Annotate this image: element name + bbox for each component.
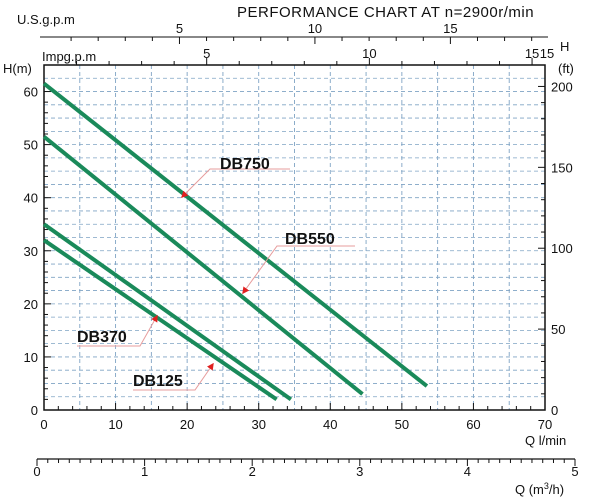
m3h-tick-label: 2 xyxy=(249,464,256,479)
y-right-tick-label: 0 xyxy=(551,403,558,418)
x-tick-label: 20 xyxy=(180,417,194,432)
impgpm-tick-label: 5 xyxy=(203,46,210,61)
impgpm-tick-label: 10 xyxy=(362,46,376,61)
y-right-axis-label-top: H xyxy=(560,39,569,54)
m3h-label-suffix: /h) xyxy=(549,482,564,497)
y-left-tick-label: 30 xyxy=(24,244,38,259)
chart-title: PERFORMANCE CHART AT n=2900r/min xyxy=(237,4,534,21)
usgpm-axis-label: U.S.g.p.m xyxy=(17,12,75,27)
annotation-leader-db370 xyxy=(77,314,158,347)
y-left-tick-label: 60 xyxy=(24,85,38,100)
usgpm-axis-ticks: 5 10 15 xyxy=(70,21,533,44)
series-label-db370: DB370 xyxy=(77,329,127,346)
plot-frame xyxy=(43,64,546,411)
series-annotations: DB750 DB550 DB370 DB125 xyxy=(77,156,355,391)
x-tick-label: 0 xyxy=(40,417,47,432)
x-tick-label: 60 xyxy=(466,417,480,432)
impgpm-axis-label: Impg.p.m xyxy=(42,49,96,64)
y-right-tick-label: 150 xyxy=(551,160,573,175)
annotation-leader-db750 xyxy=(181,168,290,198)
m3h-tick-label: 0 xyxy=(33,464,40,479)
m3h-tick-label: 1 xyxy=(141,464,148,479)
y-left-axis-ticks: 0 10 20 30 40 50 60 xyxy=(24,85,51,418)
y-left-tick-label: 10 xyxy=(24,350,38,365)
x-tick-label: 30 xyxy=(251,417,265,432)
y-left-tick-label: 0 xyxy=(31,403,38,418)
series-line-db370 xyxy=(42,222,293,402)
m3h-axis-label: Q (m3/h) xyxy=(515,481,564,497)
impgpm-tick-label: 15 xyxy=(525,46,539,61)
x-tick-label: 70 xyxy=(538,417,552,432)
m3h-tick-label: 3 xyxy=(356,464,363,479)
series-label-db750: DB750 xyxy=(220,156,270,173)
y-right-axis-ticks: 0 50 100 150 200 xyxy=(538,79,573,418)
y-left-tick-label: 20 xyxy=(24,297,38,312)
series-lines xyxy=(42,82,429,402)
y-left-tick-label: 50 xyxy=(24,138,38,153)
y-right-tick-label: 100 xyxy=(551,241,573,256)
y-right-axis-label-bottom: (ft) xyxy=(558,61,574,76)
usgpm-tick-label: 5 xyxy=(176,21,183,36)
x-tick-label: 40 xyxy=(323,417,337,432)
y-right-tick-label: 50 xyxy=(551,322,565,337)
m3h-label-prefix: Q (m xyxy=(515,482,544,497)
series-line-db750 xyxy=(42,82,429,388)
series-line-db125 xyxy=(42,238,278,402)
m3h-tick-label: 5 xyxy=(571,464,578,479)
series-line-db550 xyxy=(42,135,364,396)
y-left-tick-label: 40 xyxy=(24,191,38,206)
y-right-tick-label: 200 xyxy=(551,79,573,94)
annotation-leader-db125 xyxy=(133,362,214,391)
usgpm-tick-label: 15 xyxy=(443,21,457,36)
x-axis-label: Q l/min xyxy=(525,433,566,448)
impgpm-tick-label-right: 15 xyxy=(540,46,554,61)
series-label-db125: DB125 xyxy=(133,373,183,390)
m3h-label-sup: 3 xyxy=(544,481,549,491)
impgpm-axis-ticks: 5 10 15 15 xyxy=(76,46,554,65)
m3h-tick-label: 4 xyxy=(464,464,471,479)
usgpm-tick-label: 10 xyxy=(308,21,322,36)
series-label-db550: DB550 xyxy=(285,231,335,248)
x-tick-label: 10 xyxy=(108,417,122,432)
annotation-leader-db550 xyxy=(242,245,355,295)
m3h-axis-ticks: 0 1 2 3 4 5 xyxy=(33,459,579,479)
x-tick-label: 50 xyxy=(395,417,409,432)
x-axis-ticks: 0 10 20 30 40 50 60 70 xyxy=(40,403,552,432)
y-left-axis-label: H(m) xyxy=(3,61,32,76)
